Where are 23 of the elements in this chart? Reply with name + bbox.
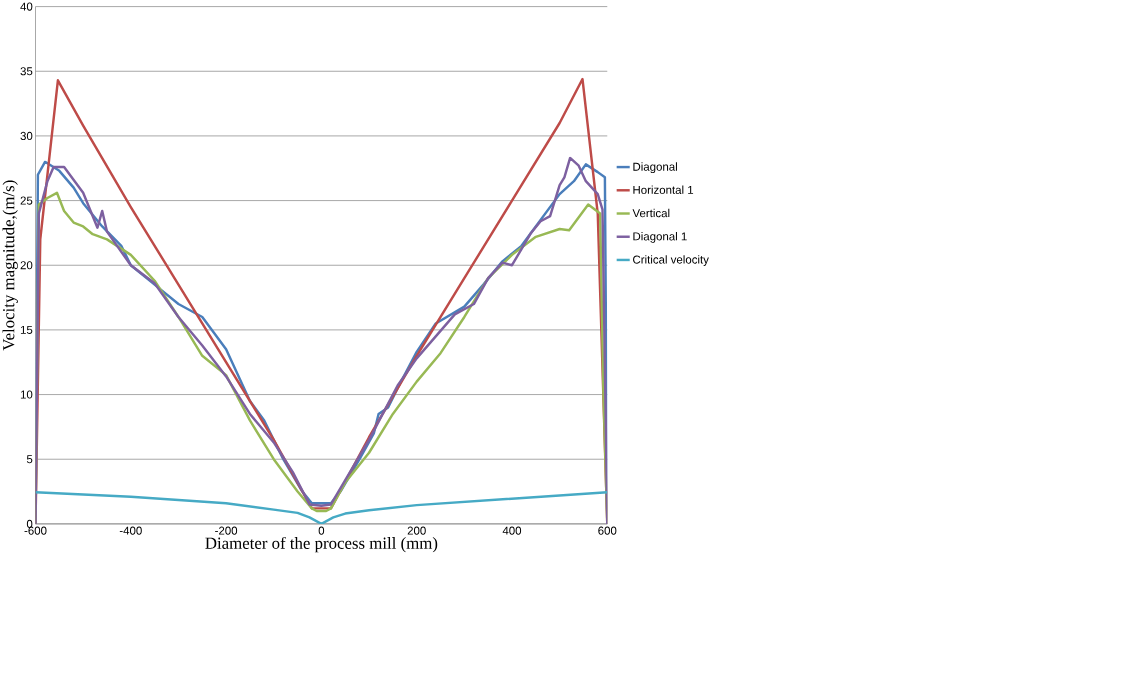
y-axis-title: Velocity magnitude,(m/s) [2,180,18,351]
y-tick-label: 10 [20,390,33,399]
y-tick-label: 30 [20,131,33,140]
x-tick-label: -400 [119,526,142,535]
legend-label: Critical velocity [633,254,709,266]
y-tick-label: 25 [20,196,33,205]
y-tick-label: 15 [20,325,33,334]
x-tick-label: 400 [502,526,522,535]
legend-label: Horizontal 1 [633,185,694,194]
x-tick-label: -200 [215,526,238,535]
legend-label: Diagonal 1 [633,231,687,243]
y-tick-label: 35 [20,66,33,76]
x-axis-title: Diameter of the process mill (mm) [205,536,438,553]
x-tick-label: -600 [24,526,47,535]
y-tick-label: 5 [26,454,33,463]
y-tick-label: 40 [20,2,33,11]
legend-label: Diagonal [633,162,677,173]
legend-label: Vertical [632,208,670,217]
x-tick-label: 200 [407,526,426,535]
x-tick-label: 0 [318,526,325,535]
y-tick-label: 20 [20,260,33,270]
x-tick-label: 600 [598,526,617,535]
y-tick-label: 0 [26,519,33,528]
